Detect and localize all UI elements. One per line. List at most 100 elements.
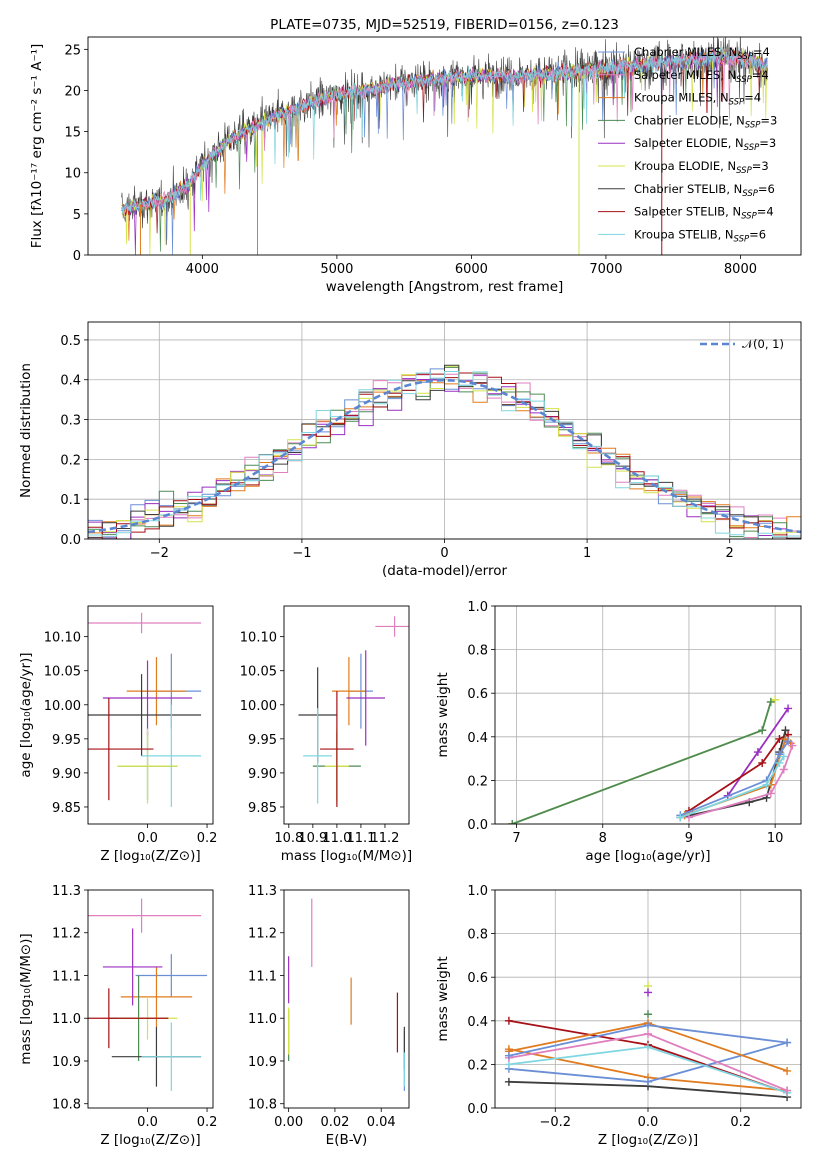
- y-tick-label: 10.8: [248, 1098, 277, 1113]
- x-tick-label: 0.0: [137, 1115, 158, 1130]
- weight-marker-salpeter_stelib: [504, 1016, 513, 1025]
- y-axis-label: mass weight: [435, 672, 451, 757]
- weight-marker-kroupa_elodie: [771, 695, 780, 704]
- weight-marker-salpeter_stelib: [758, 758, 767, 767]
- y-tick-label: 5: [73, 208, 81, 223]
- weight-marker-salpeter_elodie: [784, 704, 793, 713]
- axes-frame: [494, 889, 802, 1109]
- weight-marker-salpeter_miles: [644, 1029, 652, 1038]
- y-tick-label: 0.6: [467, 971, 488, 986]
- weight-marker-chabrier_stelib: [781, 726, 790, 735]
- plot-area: [88, 898, 208, 1091]
- weight-marker-chabrier_elodie: [758, 726, 767, 735]
- weight-marker-salpeter_miles: [788, 741, 797, 750]
- y-tick-label: 25: [64, 43, 81, 58]
- panel-mass_vs_ebv: 0.00 0.02 0.04 10.8 10.9 11.0 11.1 11.2 11.3 E(B-…: [248, 884, 410, 1148]
- weight-marker-chabrier_elodie: [508, 820, 517, 824]
- axes-frame: [87, 889, 214, 1109]
- weight-marker-chabrier_miles: [644, 1021, 652, 1030]
- weight-marker-salpeter_miles: [779, 765, 788, 774]
- y-axis-label: mass [log₁₀(M/M⊙)]: [18, 933, 34, 1064]
- y-tick-label: 0.3: [60, 414, 81, 429]
- y-tick-label: 10.05: [240, 665, 277, 680]
- y-tick-label: 0.8: [467, 928, 488, 943]
- axes-frame: [87, 321, 802, 540]
- legend-entry: Chabrier ELODIE, NSSP=3: [634, 113, 777, 130]
- y-tick-label: 11.3: [52, 884, 81, 899]
- y-tick-label: 0.2: [467, 1058, 488, 1073]
- axes-frame: [494, 605, 802, 825]
- y-tick-label: 9.95: [248, 733, 277, 748]
- y-tick-label: 0.0: [60, 533, 81, 548]
- y-tick-label: 10.00: [44, 699, 81, 714]
- gaussian-curve: [88, 378, 801, 534]
- x-axis-label: age [log₁₀(age/yr)]: [585, 848, 710, 864]
- x-axis-label: Z [log₁₀(Z/Z⊙)]: [598, 1132, 698, 1148]
- y-tick-label: 10.9: [248, 1055, 277, 1070]
- y-tick-label: 9.95: [52, 733, 81, 748]
- legend-entry: Kroupa ELODIE, NSSP=3: [634, 159, 769, 176]
- weight-line-kroupa_stelib: [679, 755, 785, 819]
- weight-marker-kroupa_stelib: [779, 752, 788, 761]
- plot-area: [288, 898, 405, 1091]
- x-tick-label: 1: [583, 546, 591, 561]
- y-tick-label: 0: [73, 249, 81, 264]
- axes-frame: [87, 36, 802, 256]
- x-tick-label: 0.02: [320, 1115, 349, 1130]
- legend-entry: Salpeter MILES, NSSP=4: [634, 68, 769, 85]
- plot-area: [504, 981, 792, 1102]
- y-axis-label: age [log₁₀(age/yr)]: [18, 652, 34, 777]
- y-tick-label: 0.2: [60, 453, 81, 468]
- y-tick-label: 10.8: [52, 1098, 81, 1113]
- weight-marker-kroupa_stelib: [775, 758, 784, 767]
- y-tick-label: 11.0: [52, 1012, 81, 1027]
- x-tick-label: 10.9: [298, 831, 327, 846]
- y-tick-label: 10.9: [52, 1055, 81, 1070]
- y-tick-label: 9.90: [52, 767, 81, 782]
- y-tick-label: 0.5: [60, 334, 81, 349]
- x-tick-label: 2: [726, 546, 734, 561]
- weight-marker-kroupa_stelib: [644, 1042, 652, 1051]
- y-tick-label: 11.0: [248, 1012, 277, 1027]
- x-tick-label: −1: [292, 546, 311, 561]
- plot-area: [88, 612, 202, 807]
- x-tick-label: 10.8: [274, 831, 303, 846]
- weight-marker-kroupa_stelib: [762, 780, 771, 789]
- x-tick-label: 11.0: [322, 831, 351, 846]
- y-tick-label: 10.10: [240, 631, 277, 646]
- panel-weight_vs_age: 7 8 9 10 0.0 0.2 0.4 0.6 0.8 1.0 age [log₁₀(age/yr…: [435, 600, 802, 864]
- y-axis-label: Flux [fλ10⁻¹⁷ erg cm⁻² s⁻¹ A⁻¹]: [29, 44, 45, 249]
- axes-frame: [283, 889, 410, 1109]
- x-tick-label: 11.2: [370, 831, 399, 846]
- y-tick-label: 0.1: [60, 493, 81, 508]
- panel-weight_vs_Z: −0.2 0.0 0.2 0.0 0.2 0.4 0.6 0.8 1.0 Z [log₁₀(Z/Z…: [435, 884, 802, 1148]
- weight-marker-chabrier_stelib: [504, 1077, 513, 1086]
- y-tick-label: 9.85: [52, 801, 81, 816]
- y-tick-label: 11.2: [248, 927, 277, 942]
- panel-residuals: −2 −1 0 1 2 0.0 0.1 0.2 0.3 0.4 0.5 (data-model)/er…: [18, 321, 802, 579]
- x-tick-label: 11.1: [346, 831, 375, 846]
- spectrum-salpeter_miles: [121, 46, 768, 215]
- y-tick-label: 0.4: [60, 374, 81, 389]
- x-tick-label: 0.0: [638, 1115, 659, 1130]
- weight-marker-chabrier_miles: [644, 1077, 652, 1086]
- legend-entry: Kroupa STELIB, NSSP=6: [634, 227, 766, 244]
- weight-marker-salpeter_miles: [766, 789, 775, 798]
- weight-marker-kroupa_stelib: [676, 813, 685, 822]
- y-tick-label: 1.0: [467, 600, 488, 615]
- y-tick-label: 10.00: [240, 699, 277, 714]
- weight-marker-salpeter_elodie: [644, 988, 652, 997]
- x-tick-label: 8000: [724, 262, 757, 277]
- y-tick-label: 0.0: [467, 818, 488, 833]
- panel-age_vs_mass: 10.810.911.011.111.2 9.85 9.90 9.95 10.00 10.…: [240, 605, 412, 864]
- weight-marker-chabrier_miles: [775, 750, 784, 759]
- legend-entry: Chabrier MILES, NSSP=4: [634, 45, 770, 62]
- x-tick-label: 0.2: [197, 1115, 218, 1130]
- y-tick-label: 10: [64, 167, 81, 182]
- weight-marker-chabrier_elodie: [644, 1010, 652, 1019]
- panel-spectrum: 4000 5000 6000 7000 8000 0 5 10 15 20 25 wavelength…: [29, 17, 802, 295]
- chart-title: PLATE=0735, MJD=52519, FIBERID=0156, z=0…: [270, 17, 619, 33]
- legend: Chabrier MILES, NSSP=4 Salpeter MILES, NS…: [598, 45, 777, 244]
- y-tick-label: 10.05: [44, 665, 81, 680]
